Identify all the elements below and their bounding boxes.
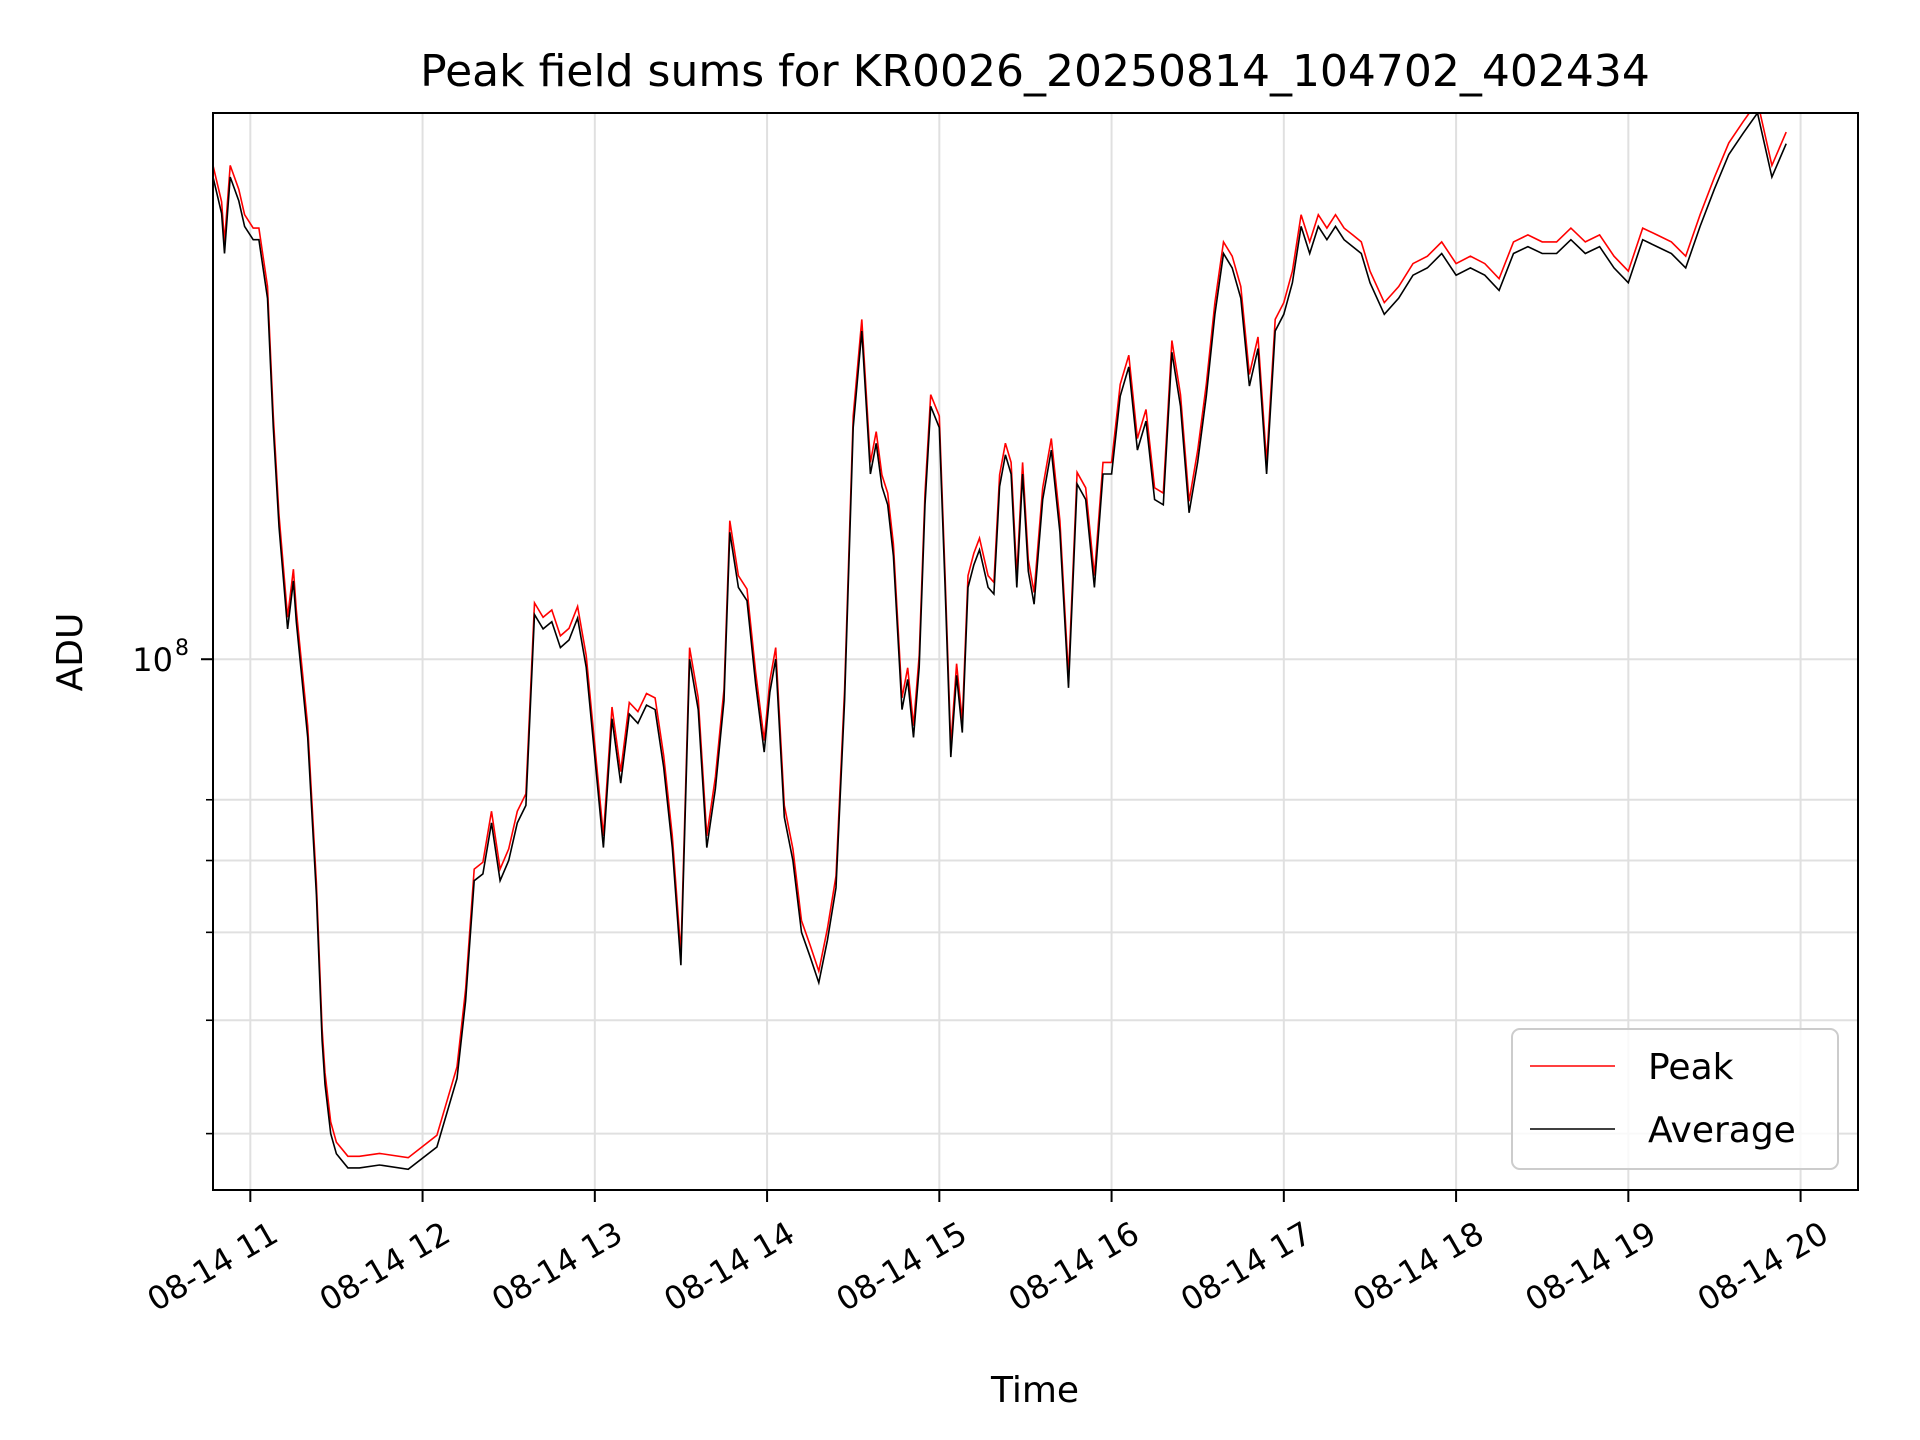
x-axis-label: Time — [990, 1370, 1079, 1411]
legend-label-average: Average — [1648, 1110, 1796, 1151]
legend-box — [1511, 1028, 1839, 1170]
y-tick-label-exponent: 8 — [175, 636, 189, 661]
series-layer — [213, 113, 1787, 1171]
plot-frame — [212, 112, 1859, 1191]
y-axis: 10 8 — [132, 636, 213, 1135]
legend-label-peak: Peak — [1648, 1047, 1734, 1088]
y-tick-label: 10 — [132, 641, 173, 679]
series-line-average — [213, 113, 1787, 1171]
y-axis-label: ADU — [50, 613, 91, 692]
chart-title: Peak field sums for KR0026_20250814_1047… — [420, 46, 1650, 97]
series-line-peak — [213, 113, 1787, 1159]
legend: Peak Average — [1511, 1028, 1839, 1170]
